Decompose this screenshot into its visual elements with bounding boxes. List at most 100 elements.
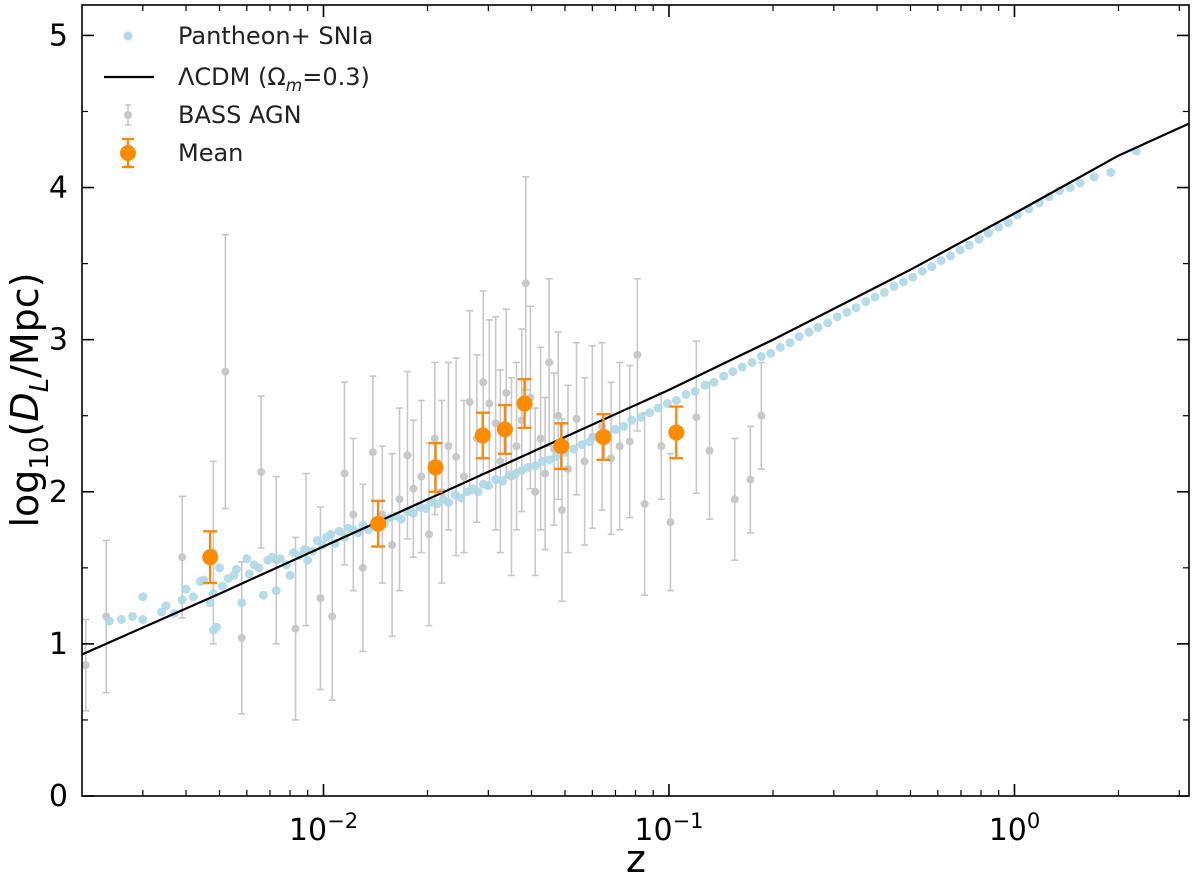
pantheon-snia-point [258,590,268,600]
pantheon-snia-point [794,332,804,342]
pantheon-snia-point [813,322,823,332]
mean-point [427,459,444,476]
pantheon-snia-point [719,371,729,381]
bass-agn-point [502,388,511,397]
pantheon-snia-point [498,476,508,486]
legend-label: ΛCDM (Ωm=0.3) [178,63,370,96]
pantheon-snia-point [927,262,937,272]
bass-agn-point [452,452,461,461]
bass-agn-point [666,518,675,527]
pantheon-snia-point [832,312,842,322]
pantheon-snia-point [955,245,965,255]
pantheon-snia-point [1106,167,1116,177]
legend-label: Mean [178,139,243,167]
mean-point [516,395,533,412]
bass-agn-point [328,612,337,621]
bass-agn-point [580,457,589,466]
legend: Pantheon+ SNIa ΛCDM (Ωm=0.3) BASS AGN Mean [104,22,373,169]
pantheon-snia-point [585,437,595,447]
bass-agn-point [512,442,521,451]
bass-agn-point [424,530,433,539]
mean-point [370,515,387,532]
pantheon-snia-point [671,396,681,405]
pantheon-snia-point [408,508,418,518]
pantheon-snia-point [775,342,785,352]
pantheon-snia-point [917,266,927,276]
pantheon-snia-point [177,595,187,605]
pantheon-snia-point [619,421,629,431]
bass-agn-point [444,442,453,451]
pantheon-snia-point [627,415,637,425]
pantheon-snia-point [766,348,776,358]
y-tick-label: 5 [49,18,68,53]
bass-agn-point [479,378,488,387]
pantheon-snia-point [443,497,453,507]
bass-agn-point [368,448,377,457]
bass-agn-point [496,457,505,466]
y-tick-label: 0 [49,779,68,814]
bass-agn-point [237,633,246,642]
bass-agn-point [657,442,666,451]
pantheon-snia-point [217,581,227,591]
pantheon-snia-point [756,351,766,361]
bass-agn-point [730,495,739,504]
pantheon-snia-point [138,592,148,602]
plot-area [82,122,1189,721]
pantheon-snia-point [1003,218,1013,228]
pantheon-snia-point [653,403,663,413]
pantheon-snia-point [936,256,946,266]
pantheon-snia-point [116,615,126,625]
pantheon-snia-point [1065,183,1075,193]
pantheon-snia-point [214,563,224,573]
bass-agn-point [625,437,634,446]
legend-marker-bass [124,111,132,119]
axis-ticks: 0 1 2 3 4 5 10−2 10−1 100 [49,5,1189,848]
pantheon-snia-point [299,545,309,555]
pantheon-snia-point [421,504,431,514]
bass-agn-point [340,469,349,478]
pantheon-snia-point [577,440,587,450]
mean-point [595,429,612,446]
pantheon-snia-point [785,338,795,348]
pantheon-snia-point [889,281,899,291]
pantheon-snia-point [161,601,171,611]
pantheon-snia-point [237,598,247,608]
pantheon-snia-point [271,586,281,596]
y-tick-label: 3 [49,323,68,358]
bass-agn-point [349,510,358,519]
y-axis-label: log10(DL/Mpc) [3,272,55,527]
bass-agn-point [746,475,755,484]
bass-agn-point [757,411,766,420]
bass-agn-point [554,411,563,420]
pantheon-snia-point [491,475,501,485]
pantheon-snia-point [861,297,871,307]
x-tick-label: 10−2 [289,809,358,848]
bass-agn-point [291,624,300,633]
legend-label: Pantheon+ SNIa [178,22,373,50]
pantheon-snia-point [964,240,974,250]
pantheon-snia-point [231,564,241,574]
pantheon-snia-point [473,487,483,497]
pantheon-snia-point [104,616,114,626]
pantheon-snia-point [737,362,747,372]
pantheon-snia-point [974,234,984,244]
pantheon-snia-point [254,563,264,573]
bass-agn-point [395,495,404,504]
pantheon-snia-point [275,554,285,564]
pantheon-snia-point [242,554,252,564]
pantheon-snia-point [946,251,956,261]
pantheon-snia-point [994,222,1004,232]
bass-agn-point [316,594,325,603]
pantheon-snia-point [188,592,198,602]
bass-agn-point [485,399,494,408]
pantheon-snia-point [205,598,215,608]
mean-point [668,424,685,441]
bass-agn-point [409,484,418,493]
pantheon-snia-point [181,584,191,594]
pantheon-snia-point [244,569,254,579]
pantheon-snia-point [700,380,710,390]
bass-agn-point [557,506,566,515]
bass-agn-point [465,398,474,407]
pantheon-snia-point [303,555,313,565]
